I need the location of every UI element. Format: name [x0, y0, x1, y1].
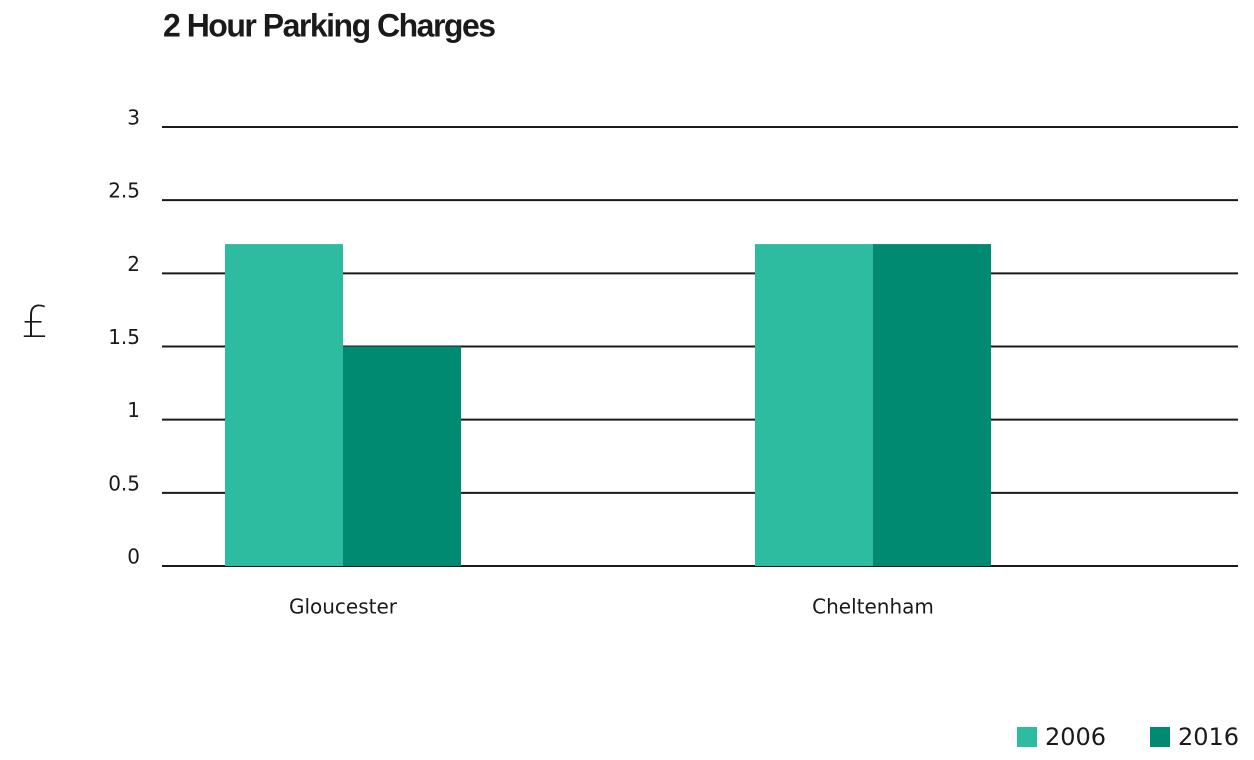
y-tick-label: 0	[127, 545, 140, 569]
x-tick-label: Gloucester	[289, 595, 398, 619]
bar	[755, 244, 873, 567]
bar	[225, 244, 343, 567]
bar	[343, 346, 461, 566]
y-tick-label: 3	[127, 106, 140, 130]
y-tick-label: 2.5	[108, 179, 140, 203]
y-tick-label: 2	[127, 252, 140, 276]
bar	[873, 244, 991, 567]
y-tick-label: 1	[127, 398, 140, 422]
x-tick-label: Cheltenham	[812, 595, 934, 619]
chart-title: 2 Hour Parking Charges	[163, 7, 495, 43]
y-tick-label: 0.5	[108, 471, 140, 495]
legend-swatch	[1150, 727, 1170, 747]
legend-swatch	[1017, 727, 1037, 747]
legend-label: 2006	[1045, 723, 1106, 751]
y-axis-label: £	[21, 297, 49, 348]
legend-label: 2016	[1178, 723, 1239, 751]
y-tick-label: 1.5	[108, 325, 140, 349]
